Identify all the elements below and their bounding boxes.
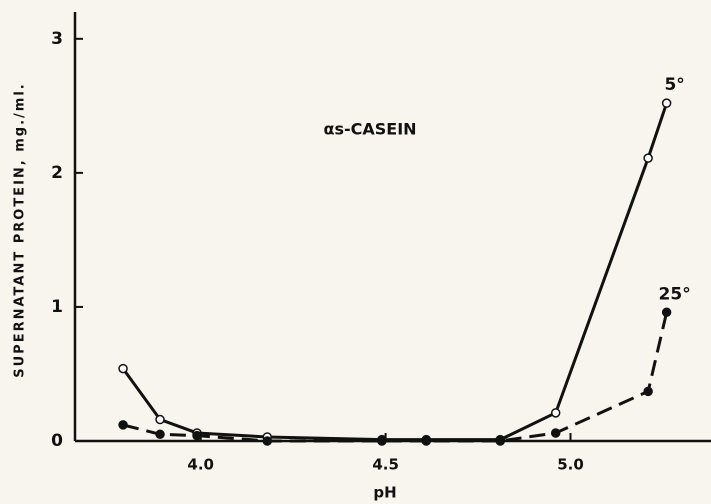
data-point [661,98,672,108]
data-point [262,436,273,446]
y-tick-label: 1 [51,297,63,317]
data-point [661,307,672,318]
data-point [550,408,561,418]
x-tick-label: 5.0 [557,456,584,474]
data-point [643,153,653,163]
data-point [192,430,202,441]
y-tick-label: 2 [51,163,63,183]
y-axis-label: SUPERNATANT PROTEIN, mg./ml. [13,82,28,377]
x-tick-label: 4.5 [372,456,399,474]
data-point [118,420,128,430]
data-point [643,386,653,397]
data-point [495,436,505,446]
x-axis-label: pH [373,484,396,502]
data-point [421,436,432,446]
y-tick-label: 3 [51,29,63,49]
data-point [118,363,128,374]
x-tick-label: 4.0 [187,456,214,474]
series-label: 25° [659,284,691,304]
annotation: αs-CASEIN [323,120,416,139]
series-label: 5° [664,75,684,95]
series-line [121,102,669,442]
data-point [377,436,387,446]
data-point [550,428,561,438]
data-point [155,414,165,425]
y-tick-label: 0 [51,431,63,451]
data-point [155,429,165,440]
series-line [122,311,669,443]
